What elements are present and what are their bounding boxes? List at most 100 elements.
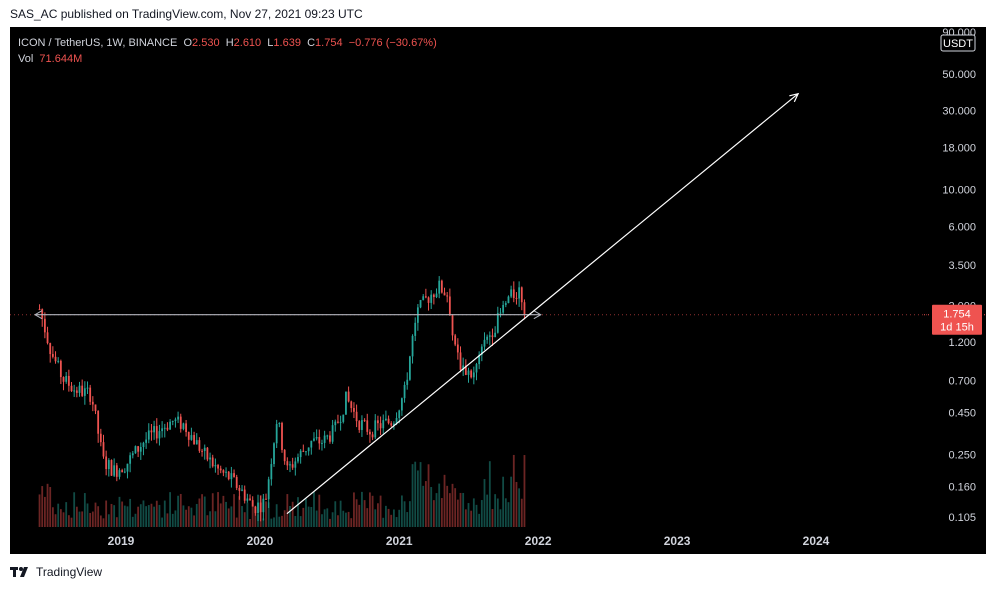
volume-bar	[459, 492, 462, 527]
volume-bar	[454, 488, 457, 527]
candle	[102, 434, 105, 459]
candle	[193, 431, 195, 445]
volume-bar	[443, 474, 446, 527]
tradingview-brand[interactable]: TradingView	[10, 565, 102, 579]
price-tick-label: 10.000	[942, 185, 976, 197]
candle	[38, 304, 41, 311]
time-axis: 2019 2020 2021 2022 2023 2024	[108, 534, 830, 548]
price-tick-label: 50.000	[942, 69, 976, 81]
candle	[350, 400, 353, 413]
candle	[73, 384, 76, 397]
volume-bar	[377, 503, 379, 527]
candle	[438, 276, 441, 299]
candle	[510, 285, 513, 299]
volume-bar	[110, 503, 113, 527]
candle	[251, 496, 254, 507]
time-tick-label: 2020	[247, 534, 274, 548]
candle	[414, 317, 417, 342]
volume-bar	[299, 516, 302, 527]
candle	[171, 420, 174, 426]
candle	[334, 419, 337, 432]
volume-bar	[361, 491, 363, 527]
volume-bar	[419, 462, 422, 527]
volume-bar	[129, 498, 132, 527]
candle	[153, 420, 156, 440]
volume-bar	[488, 461, 491, 527]
candle	[65, 372, 68, 384]
candle	[41, 308, 44, 327]
candle	[97, 410, 100, 443]
volume-bar	[185, 509, 187, 527]
candle	[467, 367, 470, 383]
volume-bar	[424, 481, 427, 527]
volume-bar	[131, 516, 134, 527]
candle	[496, 306, 499, 334]
candle	[432, 293, 435, 305]
volume-bar	[46, 483, 49, 527]
candle	[297, 453, 299, 464]
volume-bar	[102, 518, 105, 527]
volume-bar	[198, 498, 201, 527]
candle	[123, 468, 126, 474]
volume-bar	[430, 487, 433, 527]
candle	[486, 334, 489, 344]
candle	[206, 447, 209, 462]
publisher-line: SAS_AC published on TradingView.com, Nov…	[10, 7, 363, 21]
chart-pane[interactable]: 90.000 50.000 30.000 18.000 10.000 6.000 3.500…	[10, 27, 986, 554]
candle	[270, 458, 273, 486]
volume-bar	[289, 505, 291, 527]
volume-bar	[123, 505, 126, 527]
candle	[222, 469, 225, 477]
volume-bar	[67, 515, 70, 527]
price-tick-label: 18.000	[942, 142, 976, 154]
candle	[211, 454, 214, 468]
candle	[257, 494, 259, 522]
volume-bar	[432, 500, 435, 527]
candle	[374, 414, 377, 440]
volume-bar	[502, 476, 505, 527]
candle	[275, 419, 278, 449]
candle	[209, 452, 211, 469]
candle	[363, 418, 366, 422]
candle	[238, 485, 241, 500]
volume-bar	[422, 485, 425, 527]
volume-bar	[512, 454, 515, 527]
volume-bar	[249, 518, 251, 527]
candle	[137, 445, 140, 458]
chart-canvas[interactable]: 90.000 50.000 30.000 18.000 10.000 6.000 3.500…	[10, 27, 986, 554]
volume-bar	[339, 500, 342, 527]
candle	[81, 379, 84, 398]
candle	[67, 369, 70, 392]
candle	[182, 422, 185, 431]
volume-value: 71.644M	[39, 53, 83, 65]
candle	[163, 423, 166, 438]
candle	[265, 493, 267, 500]
candle	[94, 404, 97, 415]
candle	[267, 476, 270, 508]
volume-bar	[155, 500, 158, 527]
candle	[225, 467, 227, 478]
high-label: H	[225, 37, 234, 49]
volume-bar	[150, 503, 153, 527]
close-value: 1.754	[315, 37, 343, 49]
symbol-label[interactable]: ICON / TetherUS, 1W, BINANCE	[18, 37, 178, 49]
candle	[321, 439, 323, 451]
open-label: O	[183, 37, 193, 49]
volume-bar	[374, 509, 377, 527]
candle	[83, 381, 86, 405]
candle	[419, 299, 422, 309]
volume-bar	[297, 497, 299, 527]
volume-bar	[294, 516, 297, 527]
volume-label: Vol	[18, 53, 34, 65]
candle	[355, 404, 358, 428]
candle	[169, 419, 171, 430]
volume-bar	[427, 464, 430, 527]
candle	[262, 493, 265, 521]
candle	[329, 431, 331, 444]
chart-legend: ICON / TetherUS, 1W, BINANCE O2.530 H2.6…	[18, 35, 437, 67]
volume-bar	[179, 493, 182, 527]
candle	[195, 433, 198, 445]
volume-bar	[353, 492, 355, 527]
volume-bar	[147, 505, 150, 527]
candle	[291, 457, 294, 470]
